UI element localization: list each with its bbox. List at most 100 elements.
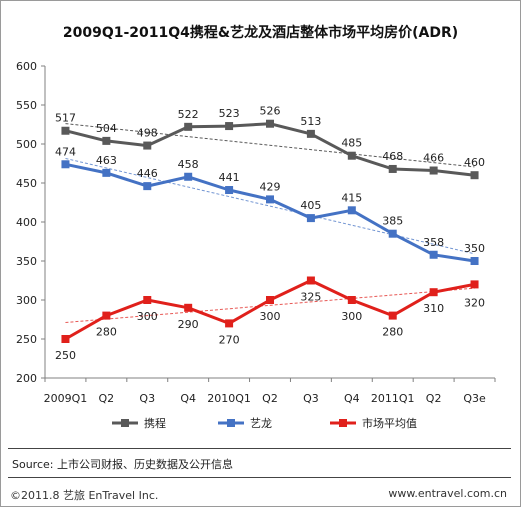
data-point xyxy=(266,296,274,304)
data-point xyxy=(61,160,70,169)
x-tick-label: Q4 xyxy=(180,392,196,405)
y-tick-label: 550 xyxy=(16,99,37,112)
y-tick-label: 200 xyxy=(16,372,37,385)
data-label: 513 xyxy=(300,115,321,128)
data-point xyxy=(143,182,152,191)
data-label: 270 xyxy=(219,333,240,346)
data-label: 415 xyxy=(341,191,362,204)
data-label: 517 xyxy=(55,112,76,125)
trendline xyxy=(65,157,475,255)
data-point xyxy=(184,172,193,181)
data-label: 429 xyxy=(260,180,281,193)
data-label: 325 xyxy=(300,291,321,304)
x-tick-label: 2011Q1 xyxy=(371,392,415,405)
data-point xyxy=(143,296,152,304)
data-point xyxy=(306,214,315,223)
axes-group: 200 250 300 350 400 450 500 550 600 2009Q1 Q2 Q3 Q4 2… xyxy=(16,60,496,405)
y-tick-label: 350 xyxy=(16,255,37,268)
data-labels-group: 517 504 498 522 523 526 513 485 468 466 460 474 463 4… xyxy=(55,105,485,362)
copyright-note: ©2011.8 艺旅 EnTravel Inc. xyxy=(10,489,159,502)
x-tick-label: Q4 xyxy=(344,392,360,405)
chart-title: 2009Q1-2011Q4携程&艺龙及酒店整体市场平均房价(ADR) xyxy=(62,25,459,41)
data-point xyxy=(347,151,356,160)
data-point xyxy=(470,257,479,265)
footer-divider-top xyxy=(8,448,511,449)
data-label: 523 xyxy=(219,107,240,120)
x-tick-label: Q2 xyxy=(99,392,115,405)
series-line xyxy=(65,122,475,177)
data-point xyxy=(388,229,397,238)
trendlines-group xyxy=(65,123,475,324)
data-label: 405 xyxy=(300,199,321,212)
data-label: 385 xyxy=(382,215,403,228)
data-label: 526 xyxy=(260,105,281,118)
source-note: Source: 上市公司财报、历史数据及公开信息 xyxy=(12,458,233,471)
x-tick-label: Q2 xyxy=(426,392,442,405)
footer-divider-bottom xyxy=(8,477,511,478)
data-label: 290 xyxy=(178,318,199,331)
data-point xyxy=(306,129,315,138)
data-label: 474 xyxy=(55,145,76,158)
data-label: 280 xyxy=(382,326,403,339)
data-label: 522 xyxy=(178,108,199,121)
legend-swatch-marker xyxy=(227,419,235,427)
data-label: 350 xyxy=(464,242,485,255)
data-label: 504 xyxy=(96,122,117,135)
data-label: 300 xyxy=(341,310,362,323)
data-point xyxy=(429,250,438,259)
data-point xyxy=(266,195,274,204)
y-tick-label: 450 xyxy=(16,177,37,190)
data-point xyxy=(470,280,479,289)
series-line xyxy=(65,162,475,263)
data-point xyxy=(429,166,438,175)
y-tick-label: 250 xyxy=(16,333,37,346)
data-label: 280 xyxy=(96,326,117,339)
legend-swatch-marker xyxy=(339,419,347,427)
data-label: 485 xyxy=(341,137,362,150)
data-point xyxy=(225,122,234,131)
data-label: 300 xyxy=(260,310,281,323)
data-label: 250 xyxy=(55,349,76,362)
y-tick-label: 300 xyxy=(16,294,37,307)
data-label: 320 xyxy=(464,296,485,309)
data-point xyxy=(61,335,70,343)
data-point xyxy=(347,296,356,304)
y-tick-label: 400 xyxy=(16,216,37,229)
data-label: 441 xyxy=(219,171,240,184)
x-tick-label: Q3 xyxy=(139,392,155,405)
data-label: 463 xyxy=(96,154,117,167)
data-label: 458 xyxy=(178,158,199,171)
data-point xyxy=(388,311,397,320)
legend: 携程 艺龙 市场平均值 xyxy=(112,416,417,430)
data-label: 468 xyxy=(382,150,403,163)
data-point xyxy=(266,119,274,128)
legend-label: 艺龙 xyxy=(250,417,272,430)
legend-label: 携程 xyxy=(144,416,166,430)
trendline xyxy=(65,287,475,324)
data-point xyxy=(102,311,111,320)
data-point xyxy=(184,122,193,131)
x-tick-label: Q2 xyxy=(262,392,278,405)
data-point xyxy=(184,303,193,312)
data-point xyxy=(102,136,111,145)
trendline xyxy=(65,123,475,168)
data-point xyxy=(102,168,111,177)
data-label: 310 xyxy=(423,302,444,315)
data-label: 498 xyxy=(137,127,158,140)
data-point xyxy=(225,319,234,328)
x-tick-label: Q3e xyxy=(463,392,486,405)
data-label: 466 xyxy=(423,152,444,165)
series-group xyxy=(61,119,479,343)
data-label: 300 xyxy=(137,310,158,323)
data-point xyxy=(429,288,438,297)
y-tick-label: 500 xyxy=(16,138,37,151)
data-point xyxy=(470,171,479,180)
data-label: 446 xyxy=(137,167,158,180)
data-label: 358 xyxy=(423,236,444,249)
website-link[interactable]: www.entravel.com.cn xyxy=(388,487,507,500)
data-label: 460 xyxy=(464,156,485,169)
x-tick-label: 2010Q1 xyxy=(207,392,251,405)
x-tick-label: 2009Q1 xyxy=(44,392,88,405)
x-tick-label: Q3 xyxy=(303,392,319,405)
